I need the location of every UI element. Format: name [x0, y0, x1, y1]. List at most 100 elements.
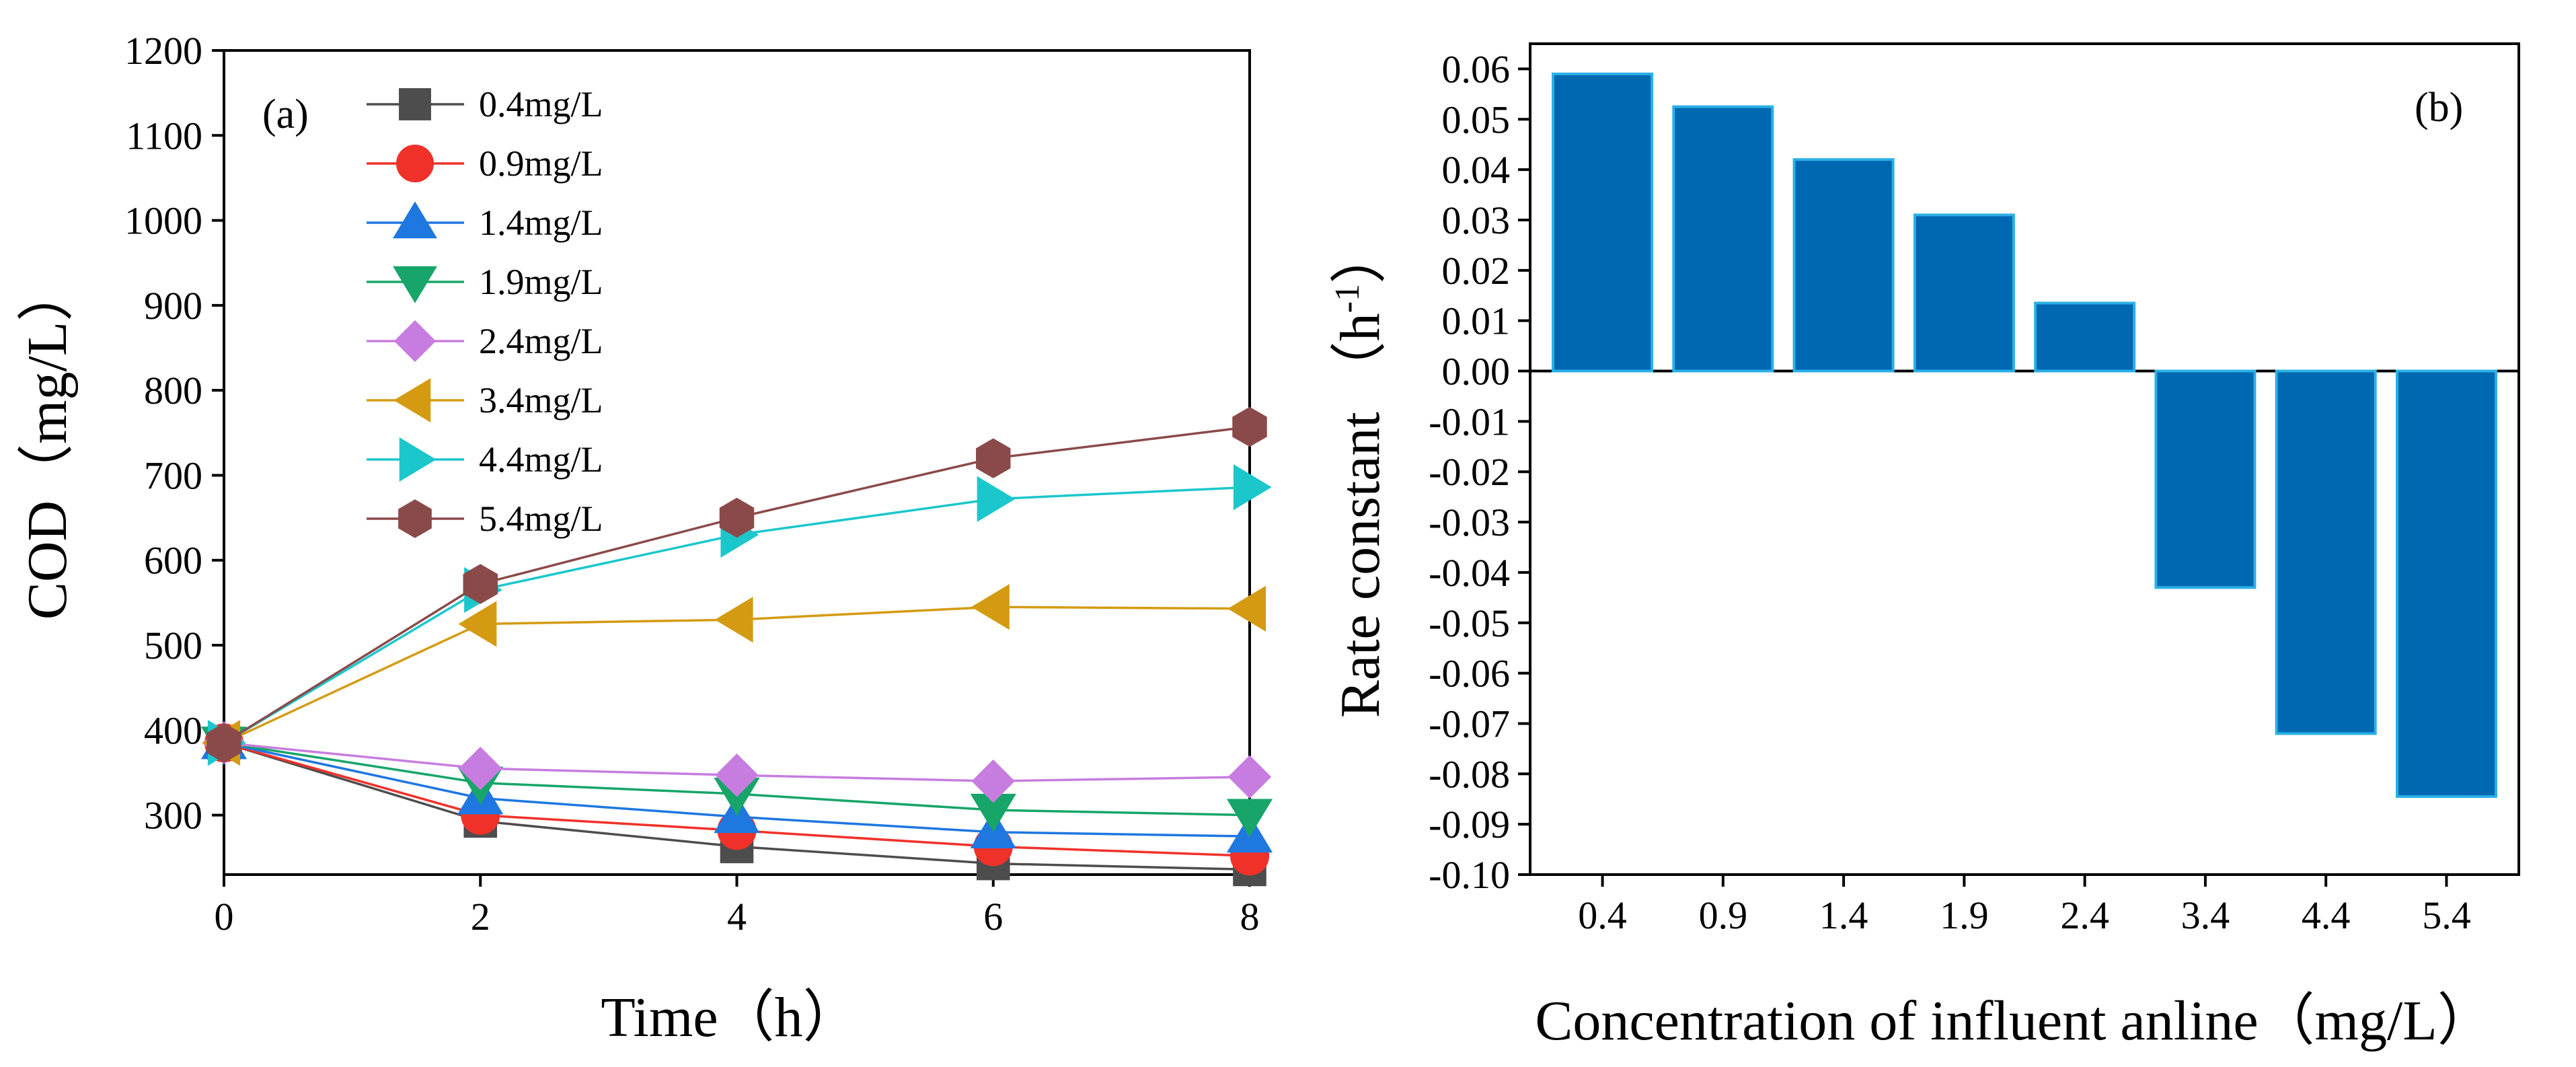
- b-y-tick-label: 0.05: [1442, 98, 1511, 141]
- b-y-axis-title-sup: -1: [1328, 284, 1367, 313]
- a-axes: 0 2 4 6 8 300 400 500 600 700 800 900 1000 1100 1200: [124, 29, 1260, 939]
- a-y-tick-label: 1200: [124, 29, 202, 73]
- a-x-tick-label: 8: [1240, 895, 1260, 939]
- b-x-tick-label: 4.4: [2302, 893, 2351, 937]
- legend-item: 0.4mg/L: [367, 84, 603, 124]
- legend-item: 3.4mg/L: [367, 378, 603, 422]
- b-y-tick-label: 0.06: [1442, 47, 1511, 91]
- b-x-tick-label: 1.4: [1819, 893, 1868, 937]
- a-x-tick-label: 2: [471, 895, 490, 939]
- data-point: [977, 476, 1016, 522]
- b-y-tick-label: -0.03: [1429, 501, 1510, 544]
- b-y-axis-title-main: Rate constant （h: [1329, 313, 1392, 718]
- b-y-tick-label: -0.05: [1429, 601, 1510, 645]
- legend-item: 1.9mg/L: [367, 262, 603, 303]
- legend-marker: [393, 378, 431, 422]
- legend-marker: [399, 88, 431, 120]
- legend-label: 2.4mg/L: [479, 321, 603, 361]
- b-bars-group: [1552, 72, 2497, 798]
- data-point: [206, 723, 241, 763]
- data-point: [463, 564, 498, 604]
- data-point: [459, 746, 502, 790]
- series-5_4mg-L: [206, 406, 1267, 763]
- legend-label: 1.4mg/L: [479, 203, 603, 243]
- a-plot-frame: [223, 49, 1251, 876]
- bar-0.9: [1672, 105, 1774, 373]
- data-point: [1232, 406, 1267, 447]
- a-x-tick-label: 4: [727, 895, 747, 939]
- a-y-tick-label: 900: [144, 284, 202, 328]
- legend-marker: [398, 499, 432, 538]
- series-2_4mg-L: [202, 721, 1272, 803]
- b-y-tick-label: -0.08: [1429, 752, 1510, 796]
- a-legend: 0.4mg/L 0.9mg/L 1.4mg/L 1.9mg/L 2.4mg/L 3.4mg…: [367, 84, 603, 539]
- legend-item: 4.4mg/L: [367, 437, 603, 482]
- a-x-axis-title: Time（h）: [601, 986, 859, 1049]
- b-plot-frame: [1529, 42, 2520, 876]
- panel-a-label: (a): [262, 91, 309, 137]
- bar-0.4: [1552, 72, 1654, 373]
- bar-2.4: [2034, 301, 2136, 373]
- legend-marker: [399, 437, 437, 482]
- a-y-tick-label: 300: [144, 794, 202, 838]
- b-x-tick-label: 1.9: [1940, 893, 1989, 937]
- legend-item: 1.4mg/L: [367, 201, 603, 243]
- legend-item: 0.9mg/L: [367, 143, 603, 184]
- bar-3.4: [2154, 369, 2257, 589]
- data-point: [1227, 755, 1272, 799]
- b-y-axis-title: Rate constant （h-1）: [1328, 227, 1392, 718]
- a-x-tick-label: 0: [215, 895, 234, 939]
- b-x-tick-label: 2.4: [2060, 893, 2109, 937]
- b-y-tick-label: -0.04: [1429, 551, 1510, 595]
- data-point: [458, 601, 497, 647]
- b-y-tick-label: -0.10: [1429, 853, 1510, 897]
- a-y-tick-label: 400: [144, 708, 202, 752]
- b-y-tick-label: 0.04: [1442, 148, 1511, 192]
- b-x-axis-title: Concentration of influent anline（mg/L）: [1535, 990, 2493, 1052]
- panel-b-label: (b): [2415, 85, 2463, 131]
- b-axes: 0.06 0.05 0.04 0.03 0.02 0.01 0.00 -0.01 -0.02 -0…: [1429, 42, 2520, 937]
- legend-marker: [396, 145, 434, 182]
- legend-label: 0.9mg/L: [479, 143, 603, 184]
- legend-label: 4.4mg/L: [479, 439, 603, 480]
- legend-marker: [393, 266, 437, 303]
- legend-label: 5.4mg/L: [479, 499, 603, 539]
- legend-label: 3.4mg/L: [479, 380, 603, 420]
- b-y-tick-label: -0.09: [1429, 803, 1510, 846]
- data-point: [1226, 799, 1273, 838]
- legend-marker: [393, 320, 437, 363]
- data-point: [714, 597, 753, 643]
- b-y-tick-label: 0.03: [1442, 198, 1511, 242]
- legend-marker: [393, 201, 437, 239]
- a-y-tick-label: 500: [144, 624, 202, 667]
- legend-item: 5.4mg/L: [367, 499, 603, 539]
- data-point: [1227, 585, 1266, 632]
- rate-constant-bar-chart: 0.06 0.05 0.04 0.03 0.02 0.01 0.00 -0.01 -0.02 -0…: [1328, 42, 2520, 1052]
- a-y-tick-label: 800: [144, 369, 202, 412]
- a-x-tick-label: 6: [983, 895, 1003, 939]
- a-series-group: [200, 406, 1273, 887]
- data-point: [971, 759, 1015, 803]
- b-x-tick-label: 0.9: [1699, 893, 1748, 937]
- b-y-axis-title-suffix: ）: [1329, 227, 1392, 284]
- a-y-tick-label: 700: [144, 453, 202, 497]
- a-y-tick-label: 600: [144, 539, 202, 583]
- a-y-tick-label: 1000: [124, 199, 202, 243]
- legend-label: 0.4mg/L: [479, 84, 603, 124]
- legend-label: 1.9mg/L: [479, 262, 603, 302]
- b-y-tick-label: -0.07: [1429, 702, 1510, 745]
- bar-4.4: [2275, 369, 2377, 735]
- b-y-tick-label: -0.01: [1429, 400, 1510, 443]
- a-y-axis-title: COD（mg/L）: [16, 265, 79, 620]
- series-line: [223, 425, 1250, 744]
- b-y-tick-label: 0.01: [1442, 299, 1511, 343]
- legend-item: 2.4mg/L: [367, 320, 603, 363]
- b-y-tick-label: -0.02: [1429, 450, 1510, 494]
- data-point: [715, 753, 759, 797]
- b-y-tick-label: -0.06: [1429, 652, 1510, 696]
- data-point: [971, 584, 1010, 630]
- b-y-tick-label: 0.00: [1442, 350, 1511, 394]
- bar-5.4: [2395, 369, 2497, 798]
- b-x-tick-label: 5.4: [2422, 893, 2471, 937]
